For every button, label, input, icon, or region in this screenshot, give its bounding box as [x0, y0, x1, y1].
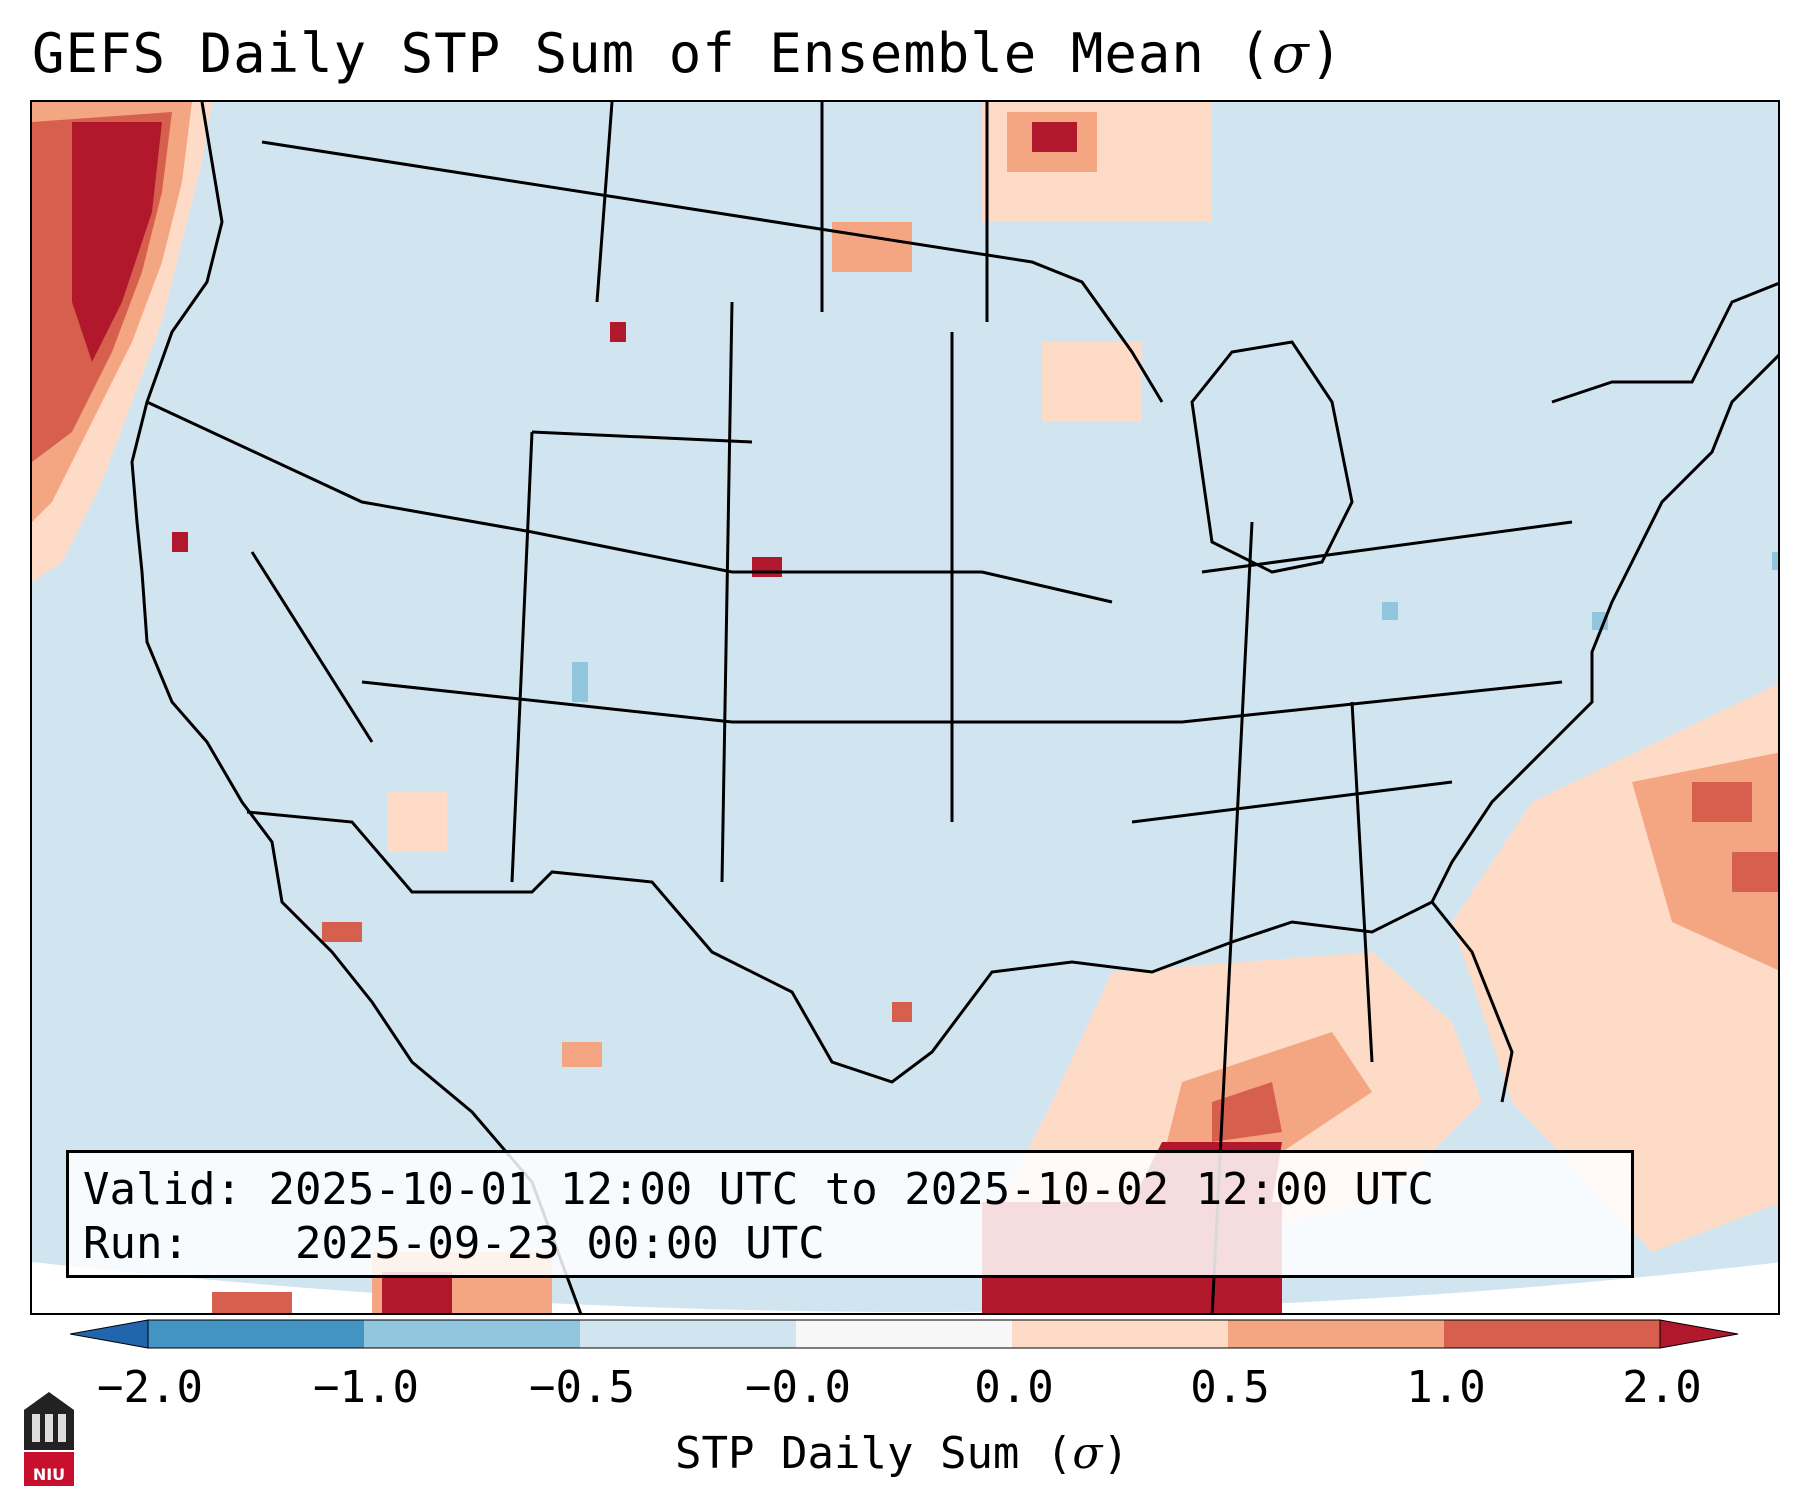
- colorbar-title-sigma: σ: [1072, 1428, 1103, 1479]
- run-label: Run:: [83, 1218, 189, 1269]
- colorbar-tick: −0.0: [745, 1362, 851, 1413]
- colorbar-title-close: ): [1102, 1428, 1129, 1479]
- niu-logo: NIU: [20, 1390, 78, 1488]
- validity-info-box: Valid: 2025-10-01 12:00 UTC to 2025-10-0…: [66, 1150, 1634, 1278]
- colorbar-segment: [1444, 1320, 1661, 1348]
- colorbar-extend-low: [70, 1319, 149, 1349]
- anomaly-north-central: [832, 102, 1212, 422]
- niu-logo-icon: [24, 1392, 74, 1486]
- colorbar-tick: 0.0: [974, 1362, 1054, 1413]
- scattered-anomalies: [172, 322, 1778, 1067]
- map-canvas: [32, 102, 1778, 1313]
- map-panel: [30, 100, 1780, 1315]
- colorbar-segment: [580, 1320, 797, 1348]
- map-background: [32, 102, 1778, 1313]
- anomaly-pacific-northwest: [32, 102, 212, 582]
- anomaly-atlantic: [1452, 683, 1778, 1252]
- colorbar-tick: −2.0: [97, 1362, 203, 1413]
- colorbar-tick: 1.0: [1406, 1362, 1486, 1413]
- colorbar-title: STP Daily Sum (σ): [675, 1428, 1129, 1479]
- colorbar-segment: [148, 1320, 365, 1348]
- colorbar-tick: 2.0: [1622, 1362, 1702, 1413]
- niu-logo-text: NIU: [32, 1465, 66, 1484]
- colorbar-segment: [364, 1320, 581, 1348]
- colorbar-tick: −0.5: [529, 1362, 635, 1413]
- run-value: 2025-09-23 00:00 UTC: [294, 1218, 825, 1269]
- colorbar-tick: −1.0: [313, 1362, 419, 1413]
- valid-value: 2025-10-01 12:00 UTC to 2025-10-02 12:00…: [268, 1164, 1435, 1215]
- map-title-sigma: σ: [1271, 22, 1310, 85]
- colorbar-tick: 0.5: [1190, 1362, 1270, 1413]
- map-title-close: ): [1309, 22, 1344, 85]
- colorbar-segment: [1228, 1320, 1445, 1348]
- colorbar-segment: [796, 1320, 1013, 1348]
- map-title: GEFS Daily STP Sum of Ensemble Mean (σ): [32, 22, 1343, 85]
- colorbar-title-text: STP Daily Sum (: [675, 1428, 1073, 1479]
- valid-label: Valid:: [83, 1164, 242, 1215]
- colorbar: [70, 1319, 1739, 1349]
- map-title-text: GEFS Daily STP Sum of Ensemble Mean (: [32, 22, 1272, 85]
- colorbar-segment: [1012, 1320, 1229, 1348]
- colorbar-extend-high: [1659, 1319, 1739, 1349]
